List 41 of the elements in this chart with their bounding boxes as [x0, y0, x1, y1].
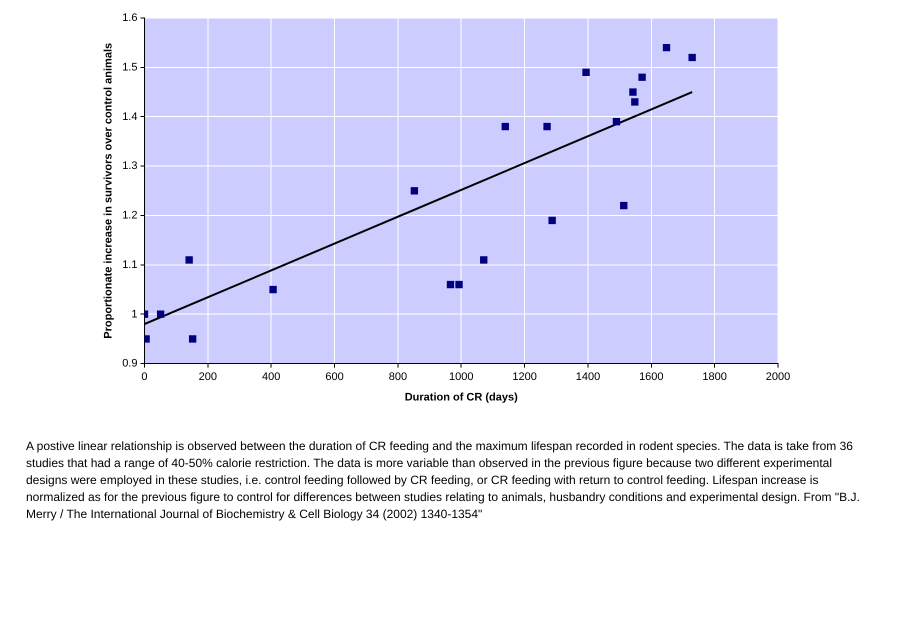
y-tick-label: 1.3 [122, 160, 138, 172]
x-tick-label: 2000 [766, 371, 790, 384]
y-tick-label: 1.1 [122, 258, 138, 271]
y-axis-title: Proportionate increase in survivors over control animals [102, 42, 115, 339]
x-tick-label: 1600 [639, 371, 664, 384]
point [269, 286, 277, 294]
point [185, 256, 193, 264]
point [629, 88, 637, 96]
x-tick-label: 1200 [512, 371, 537, 384]
x-tick-label: 400 [262, 371, 280, 384]
x-tick-label: 1000 [449, 371, 474, 384]
y-tick-label: 0.9 [122, 358, 138, 370]
x-axis-title: Duration of CR (days) [404, 391, 518, 404]
point [612, 118, 620, 126]
point [156, 310, 164, 318]
y-tick-label: 1.4 [122, 110, 138, 123]
point [631, 98, 639, 106]
point [410, 187, 418, 194]
point [620, 202, 628, 210]
x-tick-label: 1400 [576, 371, 600, 384]
x-tick-label: 200 [198, 371, 218, 384]
point [455, 280, 463, 288]
point [662, 44, 670, 52]
y-tick-label: 1.5 [122, 61, 138, 74]
y-tick-label: 1.6 [122, 12, 138, 24]
point [543, 122, 551, 130]
point [480, 256, 488, 264]
point [502, 122, 509, 130]
point [188, 335, 196, 343]
y-tick-label: 1 [131, 308, 138, 320]
x-tick-label: 600 [325, 371, 344, 384]
x-tick-label: 1800 [702, 371, 727, 384]
point [548, 216, 556, 224]
text: A postive linear relationship is observed between the duration of CR feeding and the maximum lifespan recorded in rodent species. The data is take from 36 studies that had a range of 40-50% calorie restriction. The data is more variable than observed in the previous figure because two different experimental designs were employed in these studies, i.e. control feeding followed by CR feeding, or CR feeding with return to control feeding. Lifespan increase is normalized as for the previous figure to control for differences between studies relating to animals, husbandry conditions and experimental design. From "B.J. Merry / The International Journal of Biochemistry & Cell Biology 34 (2002) 1340-1354" [26, 438, 861, 523]
x-tick-label: 800 [388, 371, 408, 384]
point [688, 54, 696, 62]
point [638, 74, 646, 81]
y-tick-label: 1.2 [122, 210, 138, 222]
point [582, 68, 590, 76]
x-tick-label: 0 [141, 371, 148, 384]
point [446, 280, 454, 288]
